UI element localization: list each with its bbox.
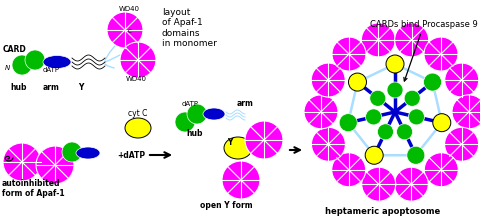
Circle shape <box>348 73 366 91</box>
Circle shape <box>107 12 143 48</box>
Text: autoinhibited
form of Apaf-1: autoinhibited form of Apaf-1 <box>2 179 65 198</box>
Text: hub: hub <box>186 129 203 138</box>
Text: heptameric apoptosome: heptameric apoptosome <box>325 207 440 216</box>
Circle shape <box>311 63 345 97</box>
Ellipse shape <box>224 137 252 159</box>
Circle shape <box>394 167 428 201</box>
Circle shape <box>424 37 458 71</box>
Circle shape <box>452 95 480 129</box>
Text: hub: hub <box>10 83 26 92</box>
Circle shape <box>408 109 424 125</box>
Text: cyt C: cyt C <box>128 109 147 118</box>
Circle shape <box>377 124 394 140</box>
Circle shape <box>366 109 382 125</box>
Circle shape <box>404 90 420 106</box>
Text: Y: Y <box>78 83 84 92</box>
Text: open Y form: open Y form <box>200 201 252 210</box>
Circle shape <box>175 112 195 132</box>
Circle shape <box>386 55 404 73</box>
Circle shape <box>445 63 479 97</box>
Text: arm: arm <box>43 83 60 92</box>
Circle shape <box>312 127 346 161</box>
Circle shape <box>12 55 32 75</box>
Text: dATP: dATP <box>182 101 199 107</box>
Circle shape <box>395 23 429 57</box>
Circle shape <box>407 146 425 164</box>
Circle shape <box>3 143 41 181</box>
Circle shape <box>365 146 383 164</box>
Circle shape <box>396 124 412 140</box>
Text: C: C <box>128 29 132 34</box>
Text: CARD: CARD <box>3 45 27 54</box>
Circle shape <box>361 23 396 57</box>
Text: layout
of Apaf-1
domains
in monomer: layout of Apaf-1 domains in monomer <box>162 8 217 48</box>
Text: WD40: WD40 <box>126 76 147 82</box>
Ellipse shape <box>125 118 151 138</box>
Circle shape <box>25 50 45 70</box>
Text: N: N <box>5 65 10 71</box>
Text: Y: Y <box>227 138 232 147</box>
Ellipse shape <box>76 147 100 159</box>
Circle shape <box>120 42 156 78</box>
Circle shape <box>187 104 207 124</box>
Circle shape <box>424 153 458 187</box>
Circle shape <box>222 161 260 199</box>
Text: arm: arm <box>237 99 254 108</box>
Circle shape <box>36 146 74 184</box>
Circle shape <box>423 73 442 91</box>
Circle shape <box>387 82 403 98</box>
Circle shape <box>332 153 366 187</box>
Text: CARDs bind Procaspase 9: CARDs bind Procaspase 9 <box>370 20 478 81</box>
Ellipse shape <box>203 108 225 120</box>
Circle shape <box>332 37 366 71</box>
Text: dATP: dATP <box>43 67 60 73</box>
Circle shape <box>433 114 451 132</box>
Ellipse shape <box>43 56 71 69</box>
Text: +dATP: +dATP <box>117 151 145 160</box>
Circle shape <box>339 114 357 132</box>
Circle shape <box>444 127 479 161</box>
Circle shape <box>362 167 396 201</box>
Text: WD40: WD40 <box>119 6 140 12</box>
Circle shape <box>245 121 283 159</box>
Circle shape <box>62 142 82 162</box>
Circle shape <box>370 90 386 106</box>
Circle shape <box>304 95 338 129</box>
